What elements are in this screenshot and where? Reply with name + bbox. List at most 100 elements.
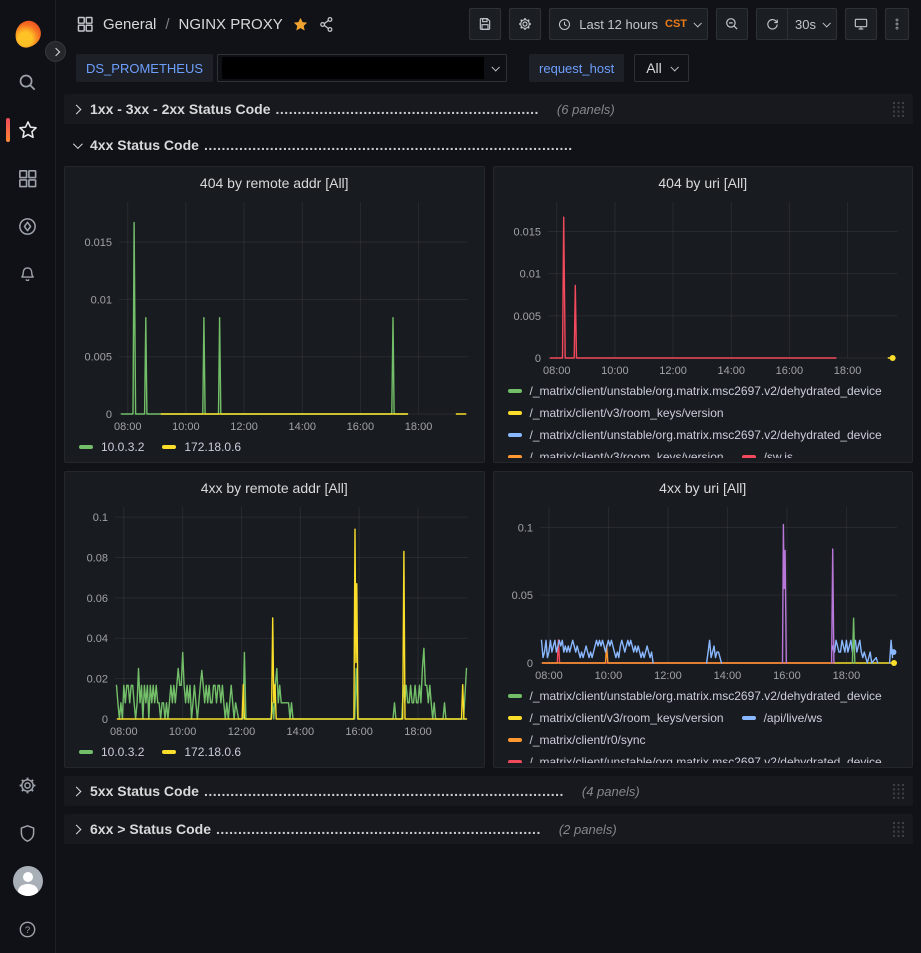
more-options-button[interactable] (885, 8, 909, 40)
legend-item[interactable]: /_matrix/client/unstable/org.matrix.msc2… (507, 380, 882, 402)
chevron-right-icon (71, 786, 82, 796)
sidebar-item-explore[interactable] (0, 202, 56, 250)
request-host-value: All (646, 60, 662, 76)
sidebar-item-starred[interactable] (0, 106, 56, 154)
legend-item[interactable]: /_matrix/client/unstable/org.matrix.msc2… (507, 751, 882, 763)
time-range-picker[interactable]: Last 12 hours CST (549, 8, 709, 40)
save-icon (480, 18, 491, 30)
breadcrumb-folder[interactable]: General (103, 15, 157, 33)
row-5xx[interactable]: 5xx Status Code ........................… (64, 776, 913, 806)
sidebar-item-alerting[interactable] (0, 250, 56, 298)
chevron-right-icon (71, 824, 82, 834)
row-4xx[interactable]: 4xx Status Code ........................… (64, 132, 913, 158)
sidebar-item-dashboards[interactable] (0, 154, 56, 202)
legend-color-swatch (507, 760, 522, 763)
save-dashboard-button[interactable] (469, 8, 502, 40)
legend-label: /_matrix/client/unstable/org.matrix.msc2… (529, 755, 882, 763)
star-filled-icon[interactable] (292, 16, 309, 33)
legend-item[interactable]: 172.18.0.6 (162, 741, 241, 763)
panel-title[interactable]: 4xx by uri [All] (659, 480, 747, 496)
panel-title[interactable]: 404 by uri [All] (658, 175, 748, 191)
x-axis-tick-label: 10:00 (601, 365, 629, 377)
variables-bar: DS_PROMETHEUS request_host All (56, 48, 921, 88)
y-axis-tick-label: 0.08 (87, 552, 108, 564)
series-line (851, 617, 855, 664)
drag-handle-icon[interactable] (893, 783, 904, 799)
tv-mode-button[interactable] (845, 8, 877, 40)
request-host-variable-select[interactable]: All (634, 54, 689, 82)
drag-handle-icon[interactable] (893, 821, 904, 837)
active-indicator (5, 118, 10, 142)
breadcrumb-dashboard-title[interactable]: NGINX PROXY (178, 15, 283, 33)
legend-item[interactable]: /_matrix/client/v3/room_keys/version (507, 402, 724, 424)
x-axis-tick-label: 10:00 (169, 726, 197, 738)
datasource-variable-select[interactable] (217, 54, 508, 82)
alerting-bell-icon (21, 266, 34, 281)
legend-color-swatch (741, 455, 756, 458)
chart-404-by-remote-addr[interactable]: 0 0.005 0.01 0.015 08:00 10:00 12:00 14:00 16:00… (73, 196, 476, 434)
row-panel-count: (4 panels) (581, 783, 640, 799)
chevron-right-icon (51, 47, 60, 56)
legend-item[interactable]: 10.0.3.2 (79, 436, 144, 458)
legend-color-swatch (741, 716, 756, 720)
x-axis-tick-label: 14:00 (717, 365, 745, 377)
grafana-logo-icon (11, 18, 44, 50)
refresh-button[interactable] (756, 8, 789, 40)
legend-item[interactable]: 10.0.3.2 (79, 741, 144, 763)
series-line (781, 523, 835, 664)
chart-4xx-by-uri[interactable]: 0 0.05 0.1 08:00 10:00 12:00 14:00 16:00 18:00 (502, 501, 905, 683)
timezone-label: CST (665, 18, 688, 30)
chevron-down-icon (693, 19, 702, 28)
help-icon: ? (19, 921, 36, 937)
sidebar-item-profile[interactable] (0, 857, 56, 905)
legend-item[interactable]: /_matrix/client/r0/sync (507, 729, 646, 751)
legend-item[interactable]: 172.18.0.6 (162, 436, 241, 458)
row-1xx-3xx-2xx[interactable]: 1xx - 3xx - 2xx Status Code ............… (64, 94, 913, 124)
redacted-datasource-value (222, 57, 485, 79)
expand-sidebar-button[interactable] (45, 41, 66, 62)
x-axis-tick-label: 18:00 (405, 421, 433, 433)
request-host-variable-label[interactable]: request_host (529, 54, 625, 82)
panel-title[interactable]: 4xx by remote addr [All] (200, 480, 348, 496)
panel-legend: 10.0.3.2 172.18.0.6 (73, 434, 476, 458)
refresh-interval-dropdown[interactable]: 30s (788, 8, 837, 40)
panel-404-by-remote-addr: 404 by remote addr [All] 0 0.005 0.01 0.015… (64, 166, 485, 463)
panel-title[interactable]: 404 by remote addr [All] (199, 175, 349, 191)
dashboard-settings-button[interactable] (509, 8, 542, 40)
legend-item[interactable]: /sw.js (741, 446, 793, 458)
chevron-down-icon (822, 19, 831, 28)
legend-item[interactable]: /api/live/ws (741, 707, 822, 729)
zoom-out-time-button[interactable] (716, 8, 749, 40)
chevron-down-icon (491, 63, 500, 72)
sidebar-item-server-admin[interactable] (0, 809, 56, 857)
time-range-label: Last 12 hours (579, 16, 659, 32)
y-axis-tick-label: 0.1 (93, 512, 108, 524)
chart-4xx-by-remote-addr[interactable]: 0 0.02 0.04 0.06 0.08 0.1 08:00 10:00 12:00 14:00… (73, 501, 476, 739)
legend-item[interactable]: /_matrix/client/unstable/org.matrix.msc2… (507, 424, 882, 446)
legend-item[interactable]: /_matrix/client/v3/room_keys/version (507, 446, 724, 458)
profile-avatar (12, 866, 43, 896)
clock-icon (559, 18, 571, 30)
chart-404-by-uri[interactable]: 0 0.005 0.01 0.015 08:00 10:00 12:00 14:00 16:00… (502, 196, 905, 378)
refresh-button-group: 30s (756, 8, 837, 40)
chart-canvas: 0 0.02 0.04 0.06 0.08 0.1 08:00 10:00 12:00 14:00… (87, 507, 468, 738)
panel-legend: 10.0.3.2 172.18.0.6 (73, 739, 476, 763)
sidebar-item-search[interactable] (0, 58, 56, 106)
dashboard-header: General / NGINX PROXY (56, 0, 921, 48)
legend-item[interactable]: /_matrix/client/unstable/org.matrix.msc2… (507, 685, 882, 707)
legend-label: /_matrix/client/v3/room_keys/version (529, 711, 724, 725)
share-icon[interactable] (318, 16, 335, 33)
sidebar-item-configuration[interactable] (0, 761, 56, 809)
row-leader-dots: ........................................… (275, 101, 539, 117)
row-6xx[interactable]: 6xx > Status Code ......................… (64, 814, 913, 844)
datasource-variable-label[interactable]: DS_PROMETHEUS (76, 54, 214, 82)
legend-color-swatch (162, 750, 177, 754)
x-axis-tick-label: 12:00 (228, 726, 256, 738)
series-end-dot (889, 355, 896, 361)
legend-item[interactable]: /_matrix/client/v3/room_keys/version (507, 707, 724, 729)
row-title: 4xx Status Code (90, 137, 199, 153)
x-axis-tick-label: 10:00 (172, 421, 200, 433)
sidebar-item-help[interactable]: ? (0, 905, 56, 953)
x-axis-tick-label: 08:00 (114, 421, 142, 433)
drag-handle-icon[interactable] (893, 101, 904, 117)
